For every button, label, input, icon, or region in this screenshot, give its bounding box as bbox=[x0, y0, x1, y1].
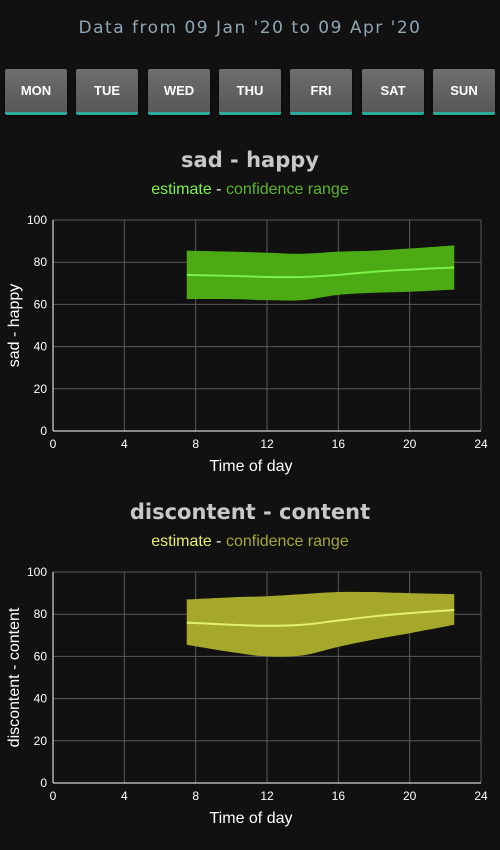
x-tick-label: 20 bbox=[403, 789, 417, 803]
x-tick-label: 12 bbox=[260, 789, 274, 803]
content-chart: 0 20 40 60 80 100 0 4 8 12 16 20 24 Time of day discon… bbox=[6, 565, 488, 827]
day-button-wed[interactable]: WED bbox=[148, 69, 210, 115]
legend-separator: - bbox=[211, 533, 226, 550]
confidence-band bbox=[186, 591, 455, 657]
day-button-sun[interactable]: SUN bbox=[433, 69, 495, 115]
chart-title-content: discontent - content bbox=[129, 500, 371, 524]
chart-legend-mood: estimate - confidence range bbox=[0, 181, 500, 199]
x-tick-label: 24 bbox=[474, 437, 488, 451]
y-tick-label: 60 bbox=[34, 297, 48, 311]
day-button-thu[interactable]: THU bbox=[219, 69, 281, 115]
y-tick-label: 20 bbox=[34, 382, 48, 396]
y-axis-label: sad - happy bbox=[6, 284, 23, 368]
estimate-line bbox=[186, 266, 455, 279]
x-tick-label: 4 bbox=[121, 437, 128, 451]
y-tick-label: 0 bbox=[40, 424, 47, 438]
x-tick-label: 16 bbox=[332, 437, 346, 451]
estimate-line bbox=[186, 608, 455, 627]
y-tick-label: 40 bbox=[34, 340, 48, 354]
day-button-fri[interactable]: FRI bbox=[290, 69, 352, 115]
x-tick-label: 12 bbox=[260, 437, 274, 451]
day-button-tue[interactable]: TUE bbox=[76, 69, 138, 115]
y-tick-label: 60 bbox=[34, 649, 48, 663]
legend-separator: - bbox=[211, 181, 226, 198]
day-button-mon[interactable]: MON bbox=[5, 69, 67, 115]
x-tick-label: 20 bbox=[403, 437, 417, 451]
y-axis-label: discontent - content bbox=[6, 607, 23, 747]
confidence-band bbox=[186, 245, 455, 301]
weekday-tabs: MON TUE WED THU FRI SAT SUN bbox=[0, 69, 500, 117]
x-tick-label: 4 bbox=[121, 789, 128, 803]
x-tick-label: 0 bbox=[50, 437, 57, 451]
y-tick-label: 40 bbox=[34, 692, 48, 706]
x-tick-label: 16 bbox=[332, 789, 346, 803]
legend-confidence-range: confidence range bbox=[225, 181, 349, 198]
x-tick-label: 0 bbox=[50, 789, 57, 803]
x-axis-label: Time of day bbox=[210, 458, 293, 475]
legend-confidence-range: confidence range bbox=[225, 533, 349, 550]
y-tick-label: 80 bbox=[34, 255, 48, 269]
x-tick-label: 8 bbox=[192, 789, 199, 803]
y-tick-label: 80 bbox=[34, 607, 48, 621]
chart-title-mood: sad - happy bbox=[181, 148, 319, 172]
date-range-title: Data from 09 Jan '20 to 09 Apr '20 bbox=[78, 18, 422, 38]
y-tick-label: 0 bbox=[40, 776, 47, 790]
mood-chart: 0 20 40 60 80 100 0 4 8 12 16 20 24 Time of day sad - … bbox=[6, 213, 488, 475]
y-tick-label: 100 bbox=[27, 213, 47, 227]
x-tick-label: 24 bbox=[474, 789, 488, 803]
day-button-sat[interactable]: SAT bbox=[362, 69, 424, 115]
y-tick-label: 100 bbox=[27, 565, 47, 579]
x-axis-label: Time of day bbox=[210, 810, 293, 827]
x-tick-label: 8 bbox=[192, 437, 199, 451]
legend-estimate: estimate bbox=[151, 533, 212, 550]
legend-estimate: estimate bbox=[151, 181, 212, 198]
y-tick-label: 20 bbox=[34, 734, 48, 748]
chart-legend-content: estimate - confidence range bbox=[0, 533, 500, 551]
